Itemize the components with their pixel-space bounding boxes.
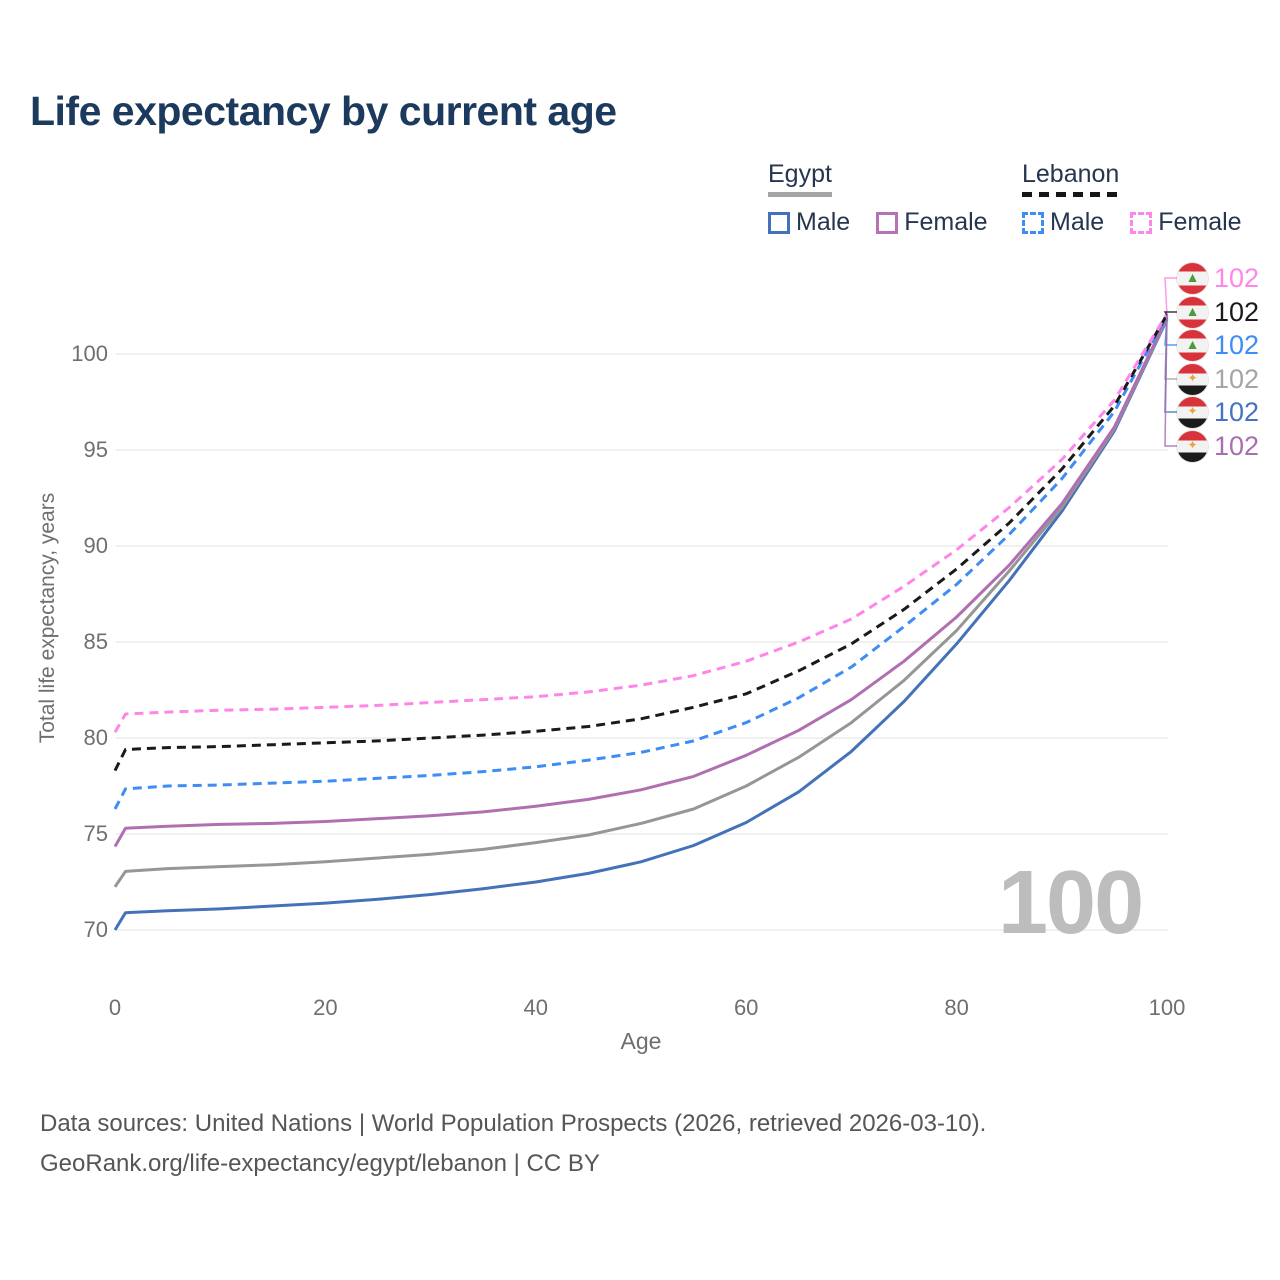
series-line-egypt-all	[113, 317, 1169, 888]
legend-egypt-line-sample	[768, 192, 832, 197]
legend-label-egypt-female: Female	[904, 208, 988, 236]
x-tick-label-100: 100	[1148, 995, 1186, 1020]
page-title: Life expectancy by current age	[30, 88, 617, 134]
legend-swatch-lebanon-female[interactable]	[1130, 211, 1153, 234]
x-tick-label-20: 20	[313, 995, 338, 1020]
y-tick-label-80: 80	[83, 725, 108, 750]
series-line-lebanon-female	[113, 312, 1169, 733]
legend-swatch-lebanon-male[interactable]	[1022, 211, 1044, 234]
x-tick-label-60: 60	[733, 995, 759, 1020]
legend-item-lebanon-male[interactable]: Male	[1022, 208, 1104, 237]
y-tick-label-85: 85	[83, 629, 108, 654]
eagle-icon: ✦	[1187, 404, 1198, 418]
end-label-row-lebanon: ▲ 102	[1177, 329, 1259, 361]
end-label-row-egypt: ✦ 102	[1177, 430, 1259, 462]
end-label-connector	[1164, 314, 1177, 447]
x-axis-title: Age	[620, 1028, 662, 1054]
end-label-value: 102	[1214, 430, 1260, 461]
egypt-flag-icon: ✦	[1177, 430, 1208, 462]
x-tick-label-40: 40	[523, 995, 549, 1020]
end-label-value: 102	[1214, 296, 1260, 327]
y-axis-title: Total life expectancy, years	[36, 492, 59, 744]
end-label-connector	[1164, 277, 1177, 316]
eagle-icon: ✦	[1187, 438, 1198, 452]
end-label-row-egypt: ✦ 102	[1177, 363, 1259, 395]
y-tick-label-100: 100	[71, 341, 108, 366]
end-label-row-lebanon: ▲ 102	[1177, 296, 1259, 328]
lebanon-flag-icon: ▲	[1177, 329, 1208, 361]
end-label-value: 102	[1214, 396, 1260, 427]
legend-item-egypt-male[interactable]: Male	[768, 208, 850, 237]
series-line-egypt-male	[113, 318, 1169, 931]
footer-attribution: GeoRank.org/life-expectancy/egypt/lebano…	[40, 1150, 600, 1177]
footer: Data sources: United Nations | World Pop…	[40, 1104, 986, 1184]
legend-group-egypt: Egypt Male Female	[768, 160, 988, 237]
series-line-egypt-female	[113, 316, 1169, 848]
lebanon-flag-icon: ▲	[1177, 296, 1208, 328]
x-tick-label-80: 80	[944, 995, 969, 1020]
y-tick-label-70: 70	[83, 917, 108, 942]
legend-group-egypt-title[interactable]: Egypt	[768, 160, 832, 188]
x-tick-label-0: 0	[108, 995, 122, 1020]
lebanon-flag-icon: ▲	[1177, 262, 1208, 294]
legend-label-egypt-male: Male	[796, 208, 851, 236]
end-label-value: 102	[1214, 262, 1260, 293]
legend-group-lebanon-title[interactable]: Lebanon	[1022, 160, 1120, 188]
cedar-icon: ▲	[1185, 336, 1200, 352]
legend-swatch-egypt-female[interactable]	[876, 211, 899, 234]
legend-item-egypt-female[interactable]: Female	[876, 208, 988, 237]
y-tick-label-95: 95	[83, 437, 108, 462]
legend-label-lebanon-male: Male	[1050, 208, 1105, 236]
end-label-value: 102	[1214, 363, 1260, 394]
egypt-flag-icon: ✦	[1177, 363, 1208, 395]
legend-group-lebanon: Lebanon Male Female	[1022, 160, 1242, 237]
y-tick-label-75: 75	[83, 821, 108, 846]
end-label-value: 102	[1214, 329, 1260, 360]
end-label-connector	[1163, 311, 1177, 316]
cedar-icon: ▲	[1185, 269, 1200, 285]
y-tick-label-90: 90	[83, 533, 108, 558]
end-label-row-lebanon: ▲ 102	[1177, 262, 1259, 294]
series-line-lebanon-all	[113, 313, 1169, 772]
age-watermark: 100	[998, 853, 1144, 953]
footer-data-sources: Data sources: United Nations | World Pop…	[40, 1110, 987, 1137]
legend-item-lebanon-female[interactable]: Female	[1130, 208, 1242, 237]
series-line-lebanon-male	[113, 314, 1169, 810]
end-label-row-egypt: ✦ 102	[1177, 396, 1259, 428]
legend-lebanon-line-sample	[1022, 192, 1120, 197]
legend-label-lebanon-female: Female	[1158, 208, 1242, 236]
cedar-icon: ▲	[1185, 303, 1200, 319]
egypt-flag-icon: ✦	[1177, 396, 1208, 428]
legend-swatch-egypt-male[interactable]	[768, 211, 790, 234]
eagle-icon: ✦	[1187, 371, 1198, 385]
